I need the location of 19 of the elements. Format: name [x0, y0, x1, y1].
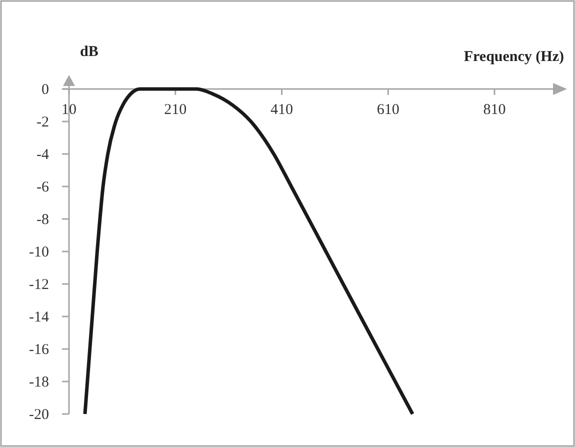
y-tick-label: -4 — [36, 147, 50, 163]
y-axis-title: dB — [80, 44, 98, 60]
x-tick-label: 210 — [164, 102, 187, 118]
x-tick-label: 410 — [270, 102, 293, 118]
y-tick-label: -12 — [29, 277, 49, 293]
y-tick-label: -10 — [29, 244, 49, 260]
x-tick-label: 810 — [483, 102, 506, 118]
x-tick-label: 610 — [376, 102, 400, 118]
y-tick-label: -6 — [36, 180, 50, 196]
y-tick-label: 0 — [42, 82, 49, 98]
y-tick-label: -14 — [29, 310, 50, 326]
x-tick-label: 10 — [62, 102, 76, 118]
y-tick-label: -16 — [29, 342, 50, 358]
line-series — [83, 87, 414, 416]
y-tick-label: -18 — [29, 374, 49, 390]
y-tick-label: -8 — [36, 212, 49, 228]
x-axis-title: Frequency (Hz) — [464, 49, 564, 65]
y-tick-label: -20 — [29, 407, 49, 423]
y-tick-label: -2 — [36, 114, 49, 130]
